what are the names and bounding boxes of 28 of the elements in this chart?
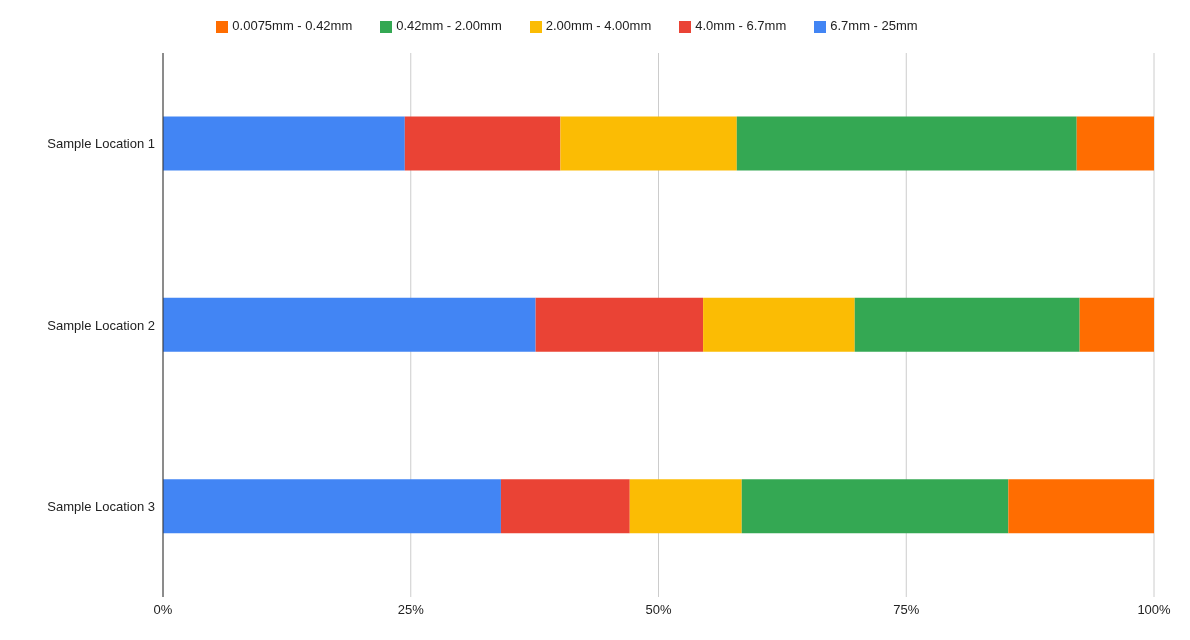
bar — [1008, 479, 1154, 534]
x-tick-label: 50% — [645, 602, 672, 618]
legend-label: 0.42mm - 2.00mm — [396, 18, 502, 33]
y-tick-label: Sample Location 3 — [47, 498, 155, 514]
bar — [163, 297, 536, 352]
bar — [629, 479, 742, 534]
bar — [163, 116, 405, 171]
y-tick-label: Sample Location 2 — [47, 317, 155, 333]
legend-label: 6.7mm - 25mm — [830, 18, 918, 33]
bar — [404, 116, 561, 171]
bar — [560, 116, 737, 171]
bar — [1076, 116, 1154, 171]
legend-label: 2.00mm - 4.00mm — [545, 18, 652, 33]
x-tick-label: 75% — [893, 602, 920, 618]
x-tick-label: 100% — [1137, 602, 1172, 618]
bar — [500, 479, 630, 534]
x-tick-label: 25% — [397, 602, 425, 618]
bar — [741, 479, 1009, 534]
bar — [1079, 297, 1154, 352]
bar — [535, 297, 704, 352]
x-tick-label: 0% — [153, 602, 173, 618]
legend-label: 0.0075mm - 0.42mm — [232, 18, 353, 33]
bar — [736, 116, 1077, 171]
bar — [163, 479, 501, 534]
y-tick-label: Sample Location 1 — [47, 136, 155, 152]
bar — [854, 297, 1080, 352]
legend-label: 4.0mm - 6.7mm — [695, 18, 787, 33]
bar — [703, 297, 855, 352]
